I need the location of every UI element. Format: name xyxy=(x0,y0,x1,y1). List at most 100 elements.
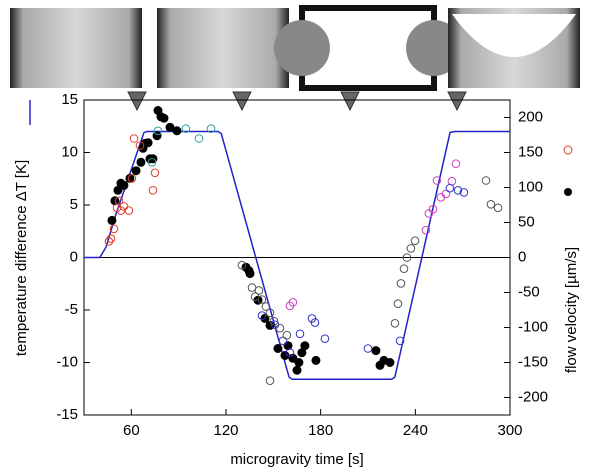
legend-marker xyxy=(563,145,573,155)
scatter-point xyxy=(402,253,412,262)
scatter-point xyxy=(459,188,469,197)
scatter-point xyxy=(147,158,157,167)
scatter-point xyxy=(453,186,463,195)
y2-tick-label: -50 xyxy=(518,283,540,300)
scatter-point xyxy=(143,138,153,148)
y-tick-label: -10 xyxy=(56,353,78,370)
scatter-point xyxy=(282,330,292,340)
scatter-point xyxy=(107,215,117,225)
triangle-marker xyxy=(127,91,147,112)
scatter-point xyxy=(136,157,146,167)
scatter-point xyxy=(421,225,431,235)
scatter-point xyxy=(150,168,160,178)
x-tick-label: 300 xyxy=(497,422,522,439)
scatter-point xyxy=(311,355,321,365)
scatter-point xyxy=(395,336,405,346)
photo-drop xyxy=(274,20,330,76)
scatter-point xyxy=(104,237,114,246)
scatter-point xyxy=(292,365,302,375)
x-tick-label: 60 xyxy=(123,422,140,439)
y-tick-label: 0 xyxy=(70,248,78,265)
photo xyxy=(10,8,142,88)
y2-tick-label: -150 xyxy=(518,353,548,370)
photo xyxy=(157,8,289,88)
y2-tick-label: 50 xyxy=(518,213,535,230)
scatter-point xyxy=(371,346,381,356)
scatter-point xyxy=(445,183,455,193)
scatter-point xyxy=(153,126,163,136)
scatter-point xyxy=(119,202,129,211)
scatter-point xyxy=(273,344,283,353)
scatter-point xyxy=(406,244,416,253)
scatter-point xyxy=(265,376,275,386)
scatter-point xyxy=(441,189,451,199)
triangle-marker xyxy=(232,91,252,112)
scatter-point xyxy=(320,334,330,344)
line-series xyxy=(84,130,510,381)
scatter-point xyxy=(257,311,267,320)
scatter-point xyxy=(237,260,247,270)
y2-tick-label: -200 xyxy=(518,388,548,405)
scatter-point xyxy=(114,196,124,206)
scatter-point xyxy=(109,224,119,234)
scatter-point xyxy=(385,358,395,367)
scatter-point xyxy=(285,348,295,358)
y2-tick-label: 100 xyxy=(518,178,543,195)
scatter-point xyxy=(451,159,461,168)
scatter-point xyxy=(481,176,491,185)
y-tick-label: -5 xyxy=(65,301,78,318)
legend-marker xyxy=(564,188,572,196)
scatter-point xyxy=(486,200,496,209)
scatter-point xyxy=(288,298,298,307)
scatter-point xyxy=(129,134,139,143)
scatter-point xyxy=(131,166,141,176)
scatter-point xyxy=(447,176,457,186)
scatter-point xyxy=(269,316,279,326)
y2-tick-label: 0 xyxy=(518,248,526,265)
markers xyxy=(127,91,467,112)
scatter-point xyxy=(245,269,255,279)
y-tick-label: 5 xyxy=(70,196,78,213)
scatter-point xyxy=(261,302,271,311)
scatter-point xyxy=(310,318,320,327)
scatter-point xyxy=(172,126,182,136)
scatter-point xyxy=(393,299,403,309)
scatter-point xyxy=(295,329,305,339)
triangle-marker xyxy=(340,91,360,112)
scatter-point xyxy=(148,186,158,195)
y2-tick-label: 150 xyxy=(518,143,543,160)
scatter-point xyxy=(106,234,116,243)
scatter-point xyxy=(278,336,288,346)
scatter-point xyxy=(206,124,216,133)
scatter-point xyxy=(363,344,373,353)
y2-axis-label: flow velocity [µm/s] xyxy=(563,247,580,373)
y2-tick-label: -100 xyxy=(518,318,548,335)
scatter-point xyxy=(257,295,267,304)
scatter-point xyxy=(399,264,409,274)
y2-tick-label: 200 xyxy=(518,108,543,125)
triangle-marker xyxy=(447,91,467,112)
x-tick-label: 180 xyxy=(308,422,333,439)
x-tick-label: 120 xyxy=(213,422,238,439)
scatter-point xyxy=(124,206,134,215)
scatter-point xyxy=(254,286,264,295)
scatter-point xyxy=(300,341,310,351)
scatter-point xyxy=(428,204,438,214)
y-tick-label: -15 xyxy=(56,406,78,423)
scatter-point xyxy=(390,319,400,328)
scatter-point xyxy=(432,176,442,185)
y-tick-label: 10 xyxy=(61,143,78,160)
scatter-point xyxy=(275,323,285,333)
x-axis-label: microgravity time [s] xyxy=(230,451,363,468)
x-tick-label: 240 xyxy=(403,422,428,439)
y-axis-label: temperature difference ΔT [K] xyxy=(13,160,30,356)
scatter-point xyxy=(135,141,145,150)
scatter-point xyxy=(119,180,129,190)
scatter-point xyxy=(410,236,420,245)
scatter-point xyxy=(194,134,204,143)
y-tick-label: 15 xyxy=(61,91,78,108)
scatter-point xyxy=(159,113,169,123)
photos xyxy=(10,5,580,91)
scatter-point xyxy=(396,279,406,288)
